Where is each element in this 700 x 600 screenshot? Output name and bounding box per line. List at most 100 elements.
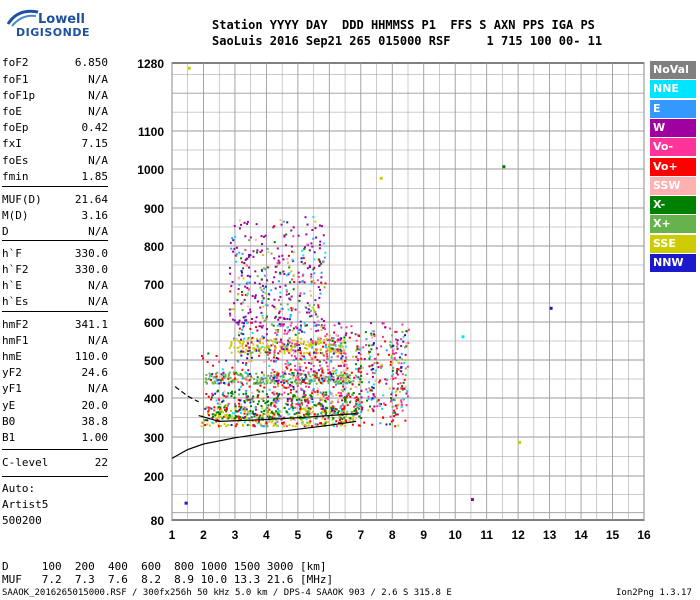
- echo-point: [238, 402, 241, 405]
- echo-point: [371, 364, 374, 367]
- echo-point: [295, 357, 298, 360]
- echo-point: [330, 375, 333, 378]
- echo-point: [218, 382, 221, 385]
- muf-frequency-row: MUF 7.2 7.3 7.6 8.2 8.9 10.0 13.3 21.6 […: [2, 573, 334, 586]
- echo-point: [314, 311, 317, 314]
- y-tick-label: 1100: [138, 125, 164, 139]
- echo-point: [296, 369, 299, 372]
- echo-point: [392, 412, 395, 415]
- echo-point: [210, 373, 213, 376]
- echo-point: [265, 274, 268, 277]
- echo-point: [343, 416, 346, 419]
- echo-point: [359, 378, 362, 381]
- echo-point: [253, 281, 256, 284]
- echo-point: [400, 387, 403, 390]
- echo-point: [356, 359, 359, 362]
- echo-point: [266, 344, 269, 347]
- echo-point: [210, 396, 213, 399]
- echo-point: [395, 371, 398, 374]
- echo-point: [233, 224, 236, 227]
- echo-point: [317, 304, 320, 307]
- param-separator: [2, 186, 108, 187]
- echo-point: [341, 355, 344, 358]
- echo-point: [321, 367, 324, 370]
- echo-point: [223, 381, 226, 384]
- echo-point: [314, 341, 317, 344]
- echo-point: [328, 334, 331, 337]
- echo-point: [285, 386, 288, 389]
- echo-point: [217, 397, 220, 400]
- param-row-foes: foEs N/A: [2, 154, 108, 170]
- echo-point: [400, 352, 403, 355]
- echo-point: [351, 383, 354, 386]
- echo-point: [219, 410, 222, 413]
- echo-point: [298, 398, 301, 401]
- echo-point: [371, 336, 374, 339]
- echo-point: [279, 271, 282, 274]
- param-name: hmE: [2, 350, 22, 363]
- echo-point: [247, 305, 250, 308]
- echo-point: [230, 410, 233, 413]
- echo-point: [275, 360, 278, 363]
- echo-point: [327, 398, 330, 401]
- echo-point: [227, 381, 230, 384]
- echo-point: [360, 357, 363, 360]
- echo-point: [343, 412, 346, 415]
- echo-point: [360, 389, 363, 392]
- echo-point: [321, 379, 324, 382]
- echo-point: [237, 276, 240, 279]
- echo-point: [357, 376, 360, 379]
- echo-point: [401, 388, 404, 391]
- echo-point: [394, 330, 397, 333]
- echo-point: [391, 405, 394, 408]
- echo-point: [329, 359, 332, 362]
- echo-point: [215, 375, 218, 378]
- echo-point: [298, 372, 301, 375]
- echo-point: [235, 253, 238, 256]
- echo-point: [220, 381, 223, 384]
- echo-point: [320, 325, 323, 328]
- echo-point: [295, 398, 298, 401]
- echo-point: [317, 323, 320, 326]
- param-value: N/A: [88, 334, 108, 347]
- echo-point: [215, 417, 218, 420]
- echo-point: [406, 395, 409, 398]
- echo-point: [271, 417, 274, 420]
- echo-point: [210, 407, 213, 410]
- echo-point: [266, 279, 269, 282]
- echo-point: [393, 357, 396, 360]
- echo-point: [233, 381, 236, 384]
- echo-point: [323, 359, 326, 362]
- echo-point: [246, 424, 249, 427]
- echo-point: [340, 342, 343, 345]
- echo-point: [287, 382, 290, 385]
- echo-point: [258, 347, 261, 350]
- echo-point: [265, 339, 268, 342]
- echo-point: [247, 312, 250, 315]
- param-row-hme: hmE 110.0: [2, 350, 108, 366]
- echo-point: [260, 289, 263, 292]
- echo-point: [339, 406, 342, 409]
- echo-point: [351, 355, 354, 358]
- echo-point: [323, 375, 326, 378]
- echo-point: [396, 387, 399, 390]
- echo-point: [346, 404, 349, 407]
- legend-item-x-: X+: [650, 215, 696, 234]
- echo-point: [265, 347, 268, 350]
- echo-point: [290, 399, 293, 402]
- legend-item-vo-: Vo+: [650, 157, 696, 176]
- echo-point: [392, 409, 395, 412]
- echo-point: [329, 343, 332, 346]
- echo-point: [374, 357, 377, 360]
- echo-point: [259, 382, 262, 385]
- echo-point: [371, 407, 374, 410]
- echo-point: [259, 306, 262, 309]
- echo-point: [278, 255, 281, 258]
- echo-point: [331, 339, 334, 342]
- echo-point: [337, 401, 340, 404]
- echo-point: [232, 308, 235, 311]
- echo-point: [301, 388, 304, 391]
- echo-point: [277, 330, 280, 333]
- echo-point: [216, 417, 219, 420]
- echo-point: [244, 263, 247, 266]
